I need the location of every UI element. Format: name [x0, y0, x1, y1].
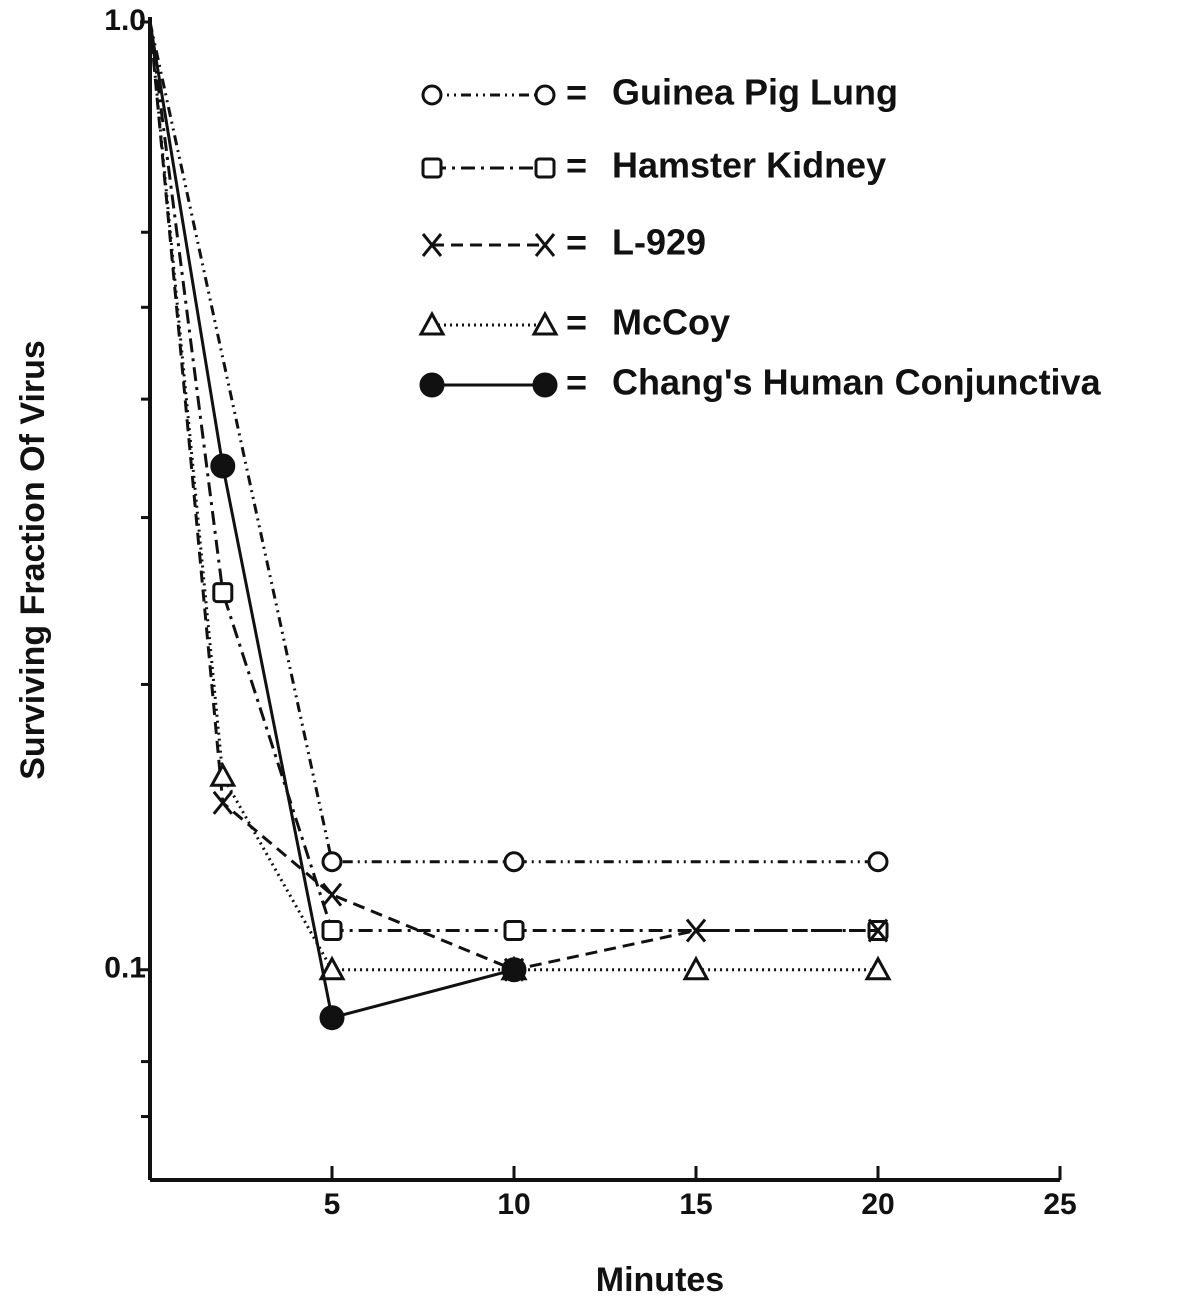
series-line: [148, 21, 515, 1020]
marker: [503, 851, 525, 873]
marker: [534, 84, 556, 106]
x-tick-label: 25: [1043, 1188, 1076, 1221]
marker: [318, 955, 346, 981]
marker: [421, 233, 443, 257]
marker: [210, 453, 236, 479]
marker: [421, 84, 443, 106]
x-tick-label: 20: [861, 1188, 894, 1221]
marker: [534, 157, 556, 179]
x-tick-label: 15: [679, 1188, 712, 1221]
legend-label: Chang's Human Conjunctiva: [612, 362, 1102, 403]
legend-eq: =: [566, 302, 587, 343]
marker: [212, 790, 233, 815]
marker: [503, 920, 525, 942]
marker: [534, 233, 556, 257]
marker: [864, 955, 892, 981]
legend-label: L-929: [612, 222, 706, 263]
marker: [212, 582, 234, 604]
series-line: [148, 21, 878, 864]
marker: [421, 157, 443, 179]
series-line: [148, 21, 878, 972]
marker: [418, 310, 446, 336]
series-line: [148, 21, 878, 972]
marker: [685, 918, 707, 943]
x-tick-label: 5: [324, 1188, 341, 1221]
marker: [531, 310, 559, 336]
legend-label: Guinea Pig Lung: [612, 72, 898, 113]
legend-eq: =: [566, 145, 587, 186]
marker: [867, 851, 889, 873]
marker: [321, 882, 343, 907]
marker: [867, 918, 889, 943]
marker: [532, 372, 558, 398]
legend-label: McCoy: [612, 302, 730, 343]
y-axis-label: Surviving Fraction Of Virus: [14, 340, 52, 780]
marker: [501, 957, 527, 983]
marker: [209, 762, 237, 787]
y-tick-label: 1.0: [104, 4, 146, 37]
marker: [682, 955, 710, 981]
marker: [419, 372, 445, 398]
legend-eq: =: [566, 362, 587, 403]
marker: [319, 1005, 345, 1031]
x-tick-label: 10: [497, 1188, 530, 1221]
y-tick-label: 0.1: [104, 952, 146, 985]
legend-eq: =: [566, 222, 587, 263]
marker: [321, 920, 343, 942]
legend-eq: =: [566, 72, 587, 113]
legend-label: Hamster Kidney: [612, 145, 886, 186]
x-axis-label: Minutes: [596, 1261, 724, 1299]
marker: [321, 851, 343, 873]
